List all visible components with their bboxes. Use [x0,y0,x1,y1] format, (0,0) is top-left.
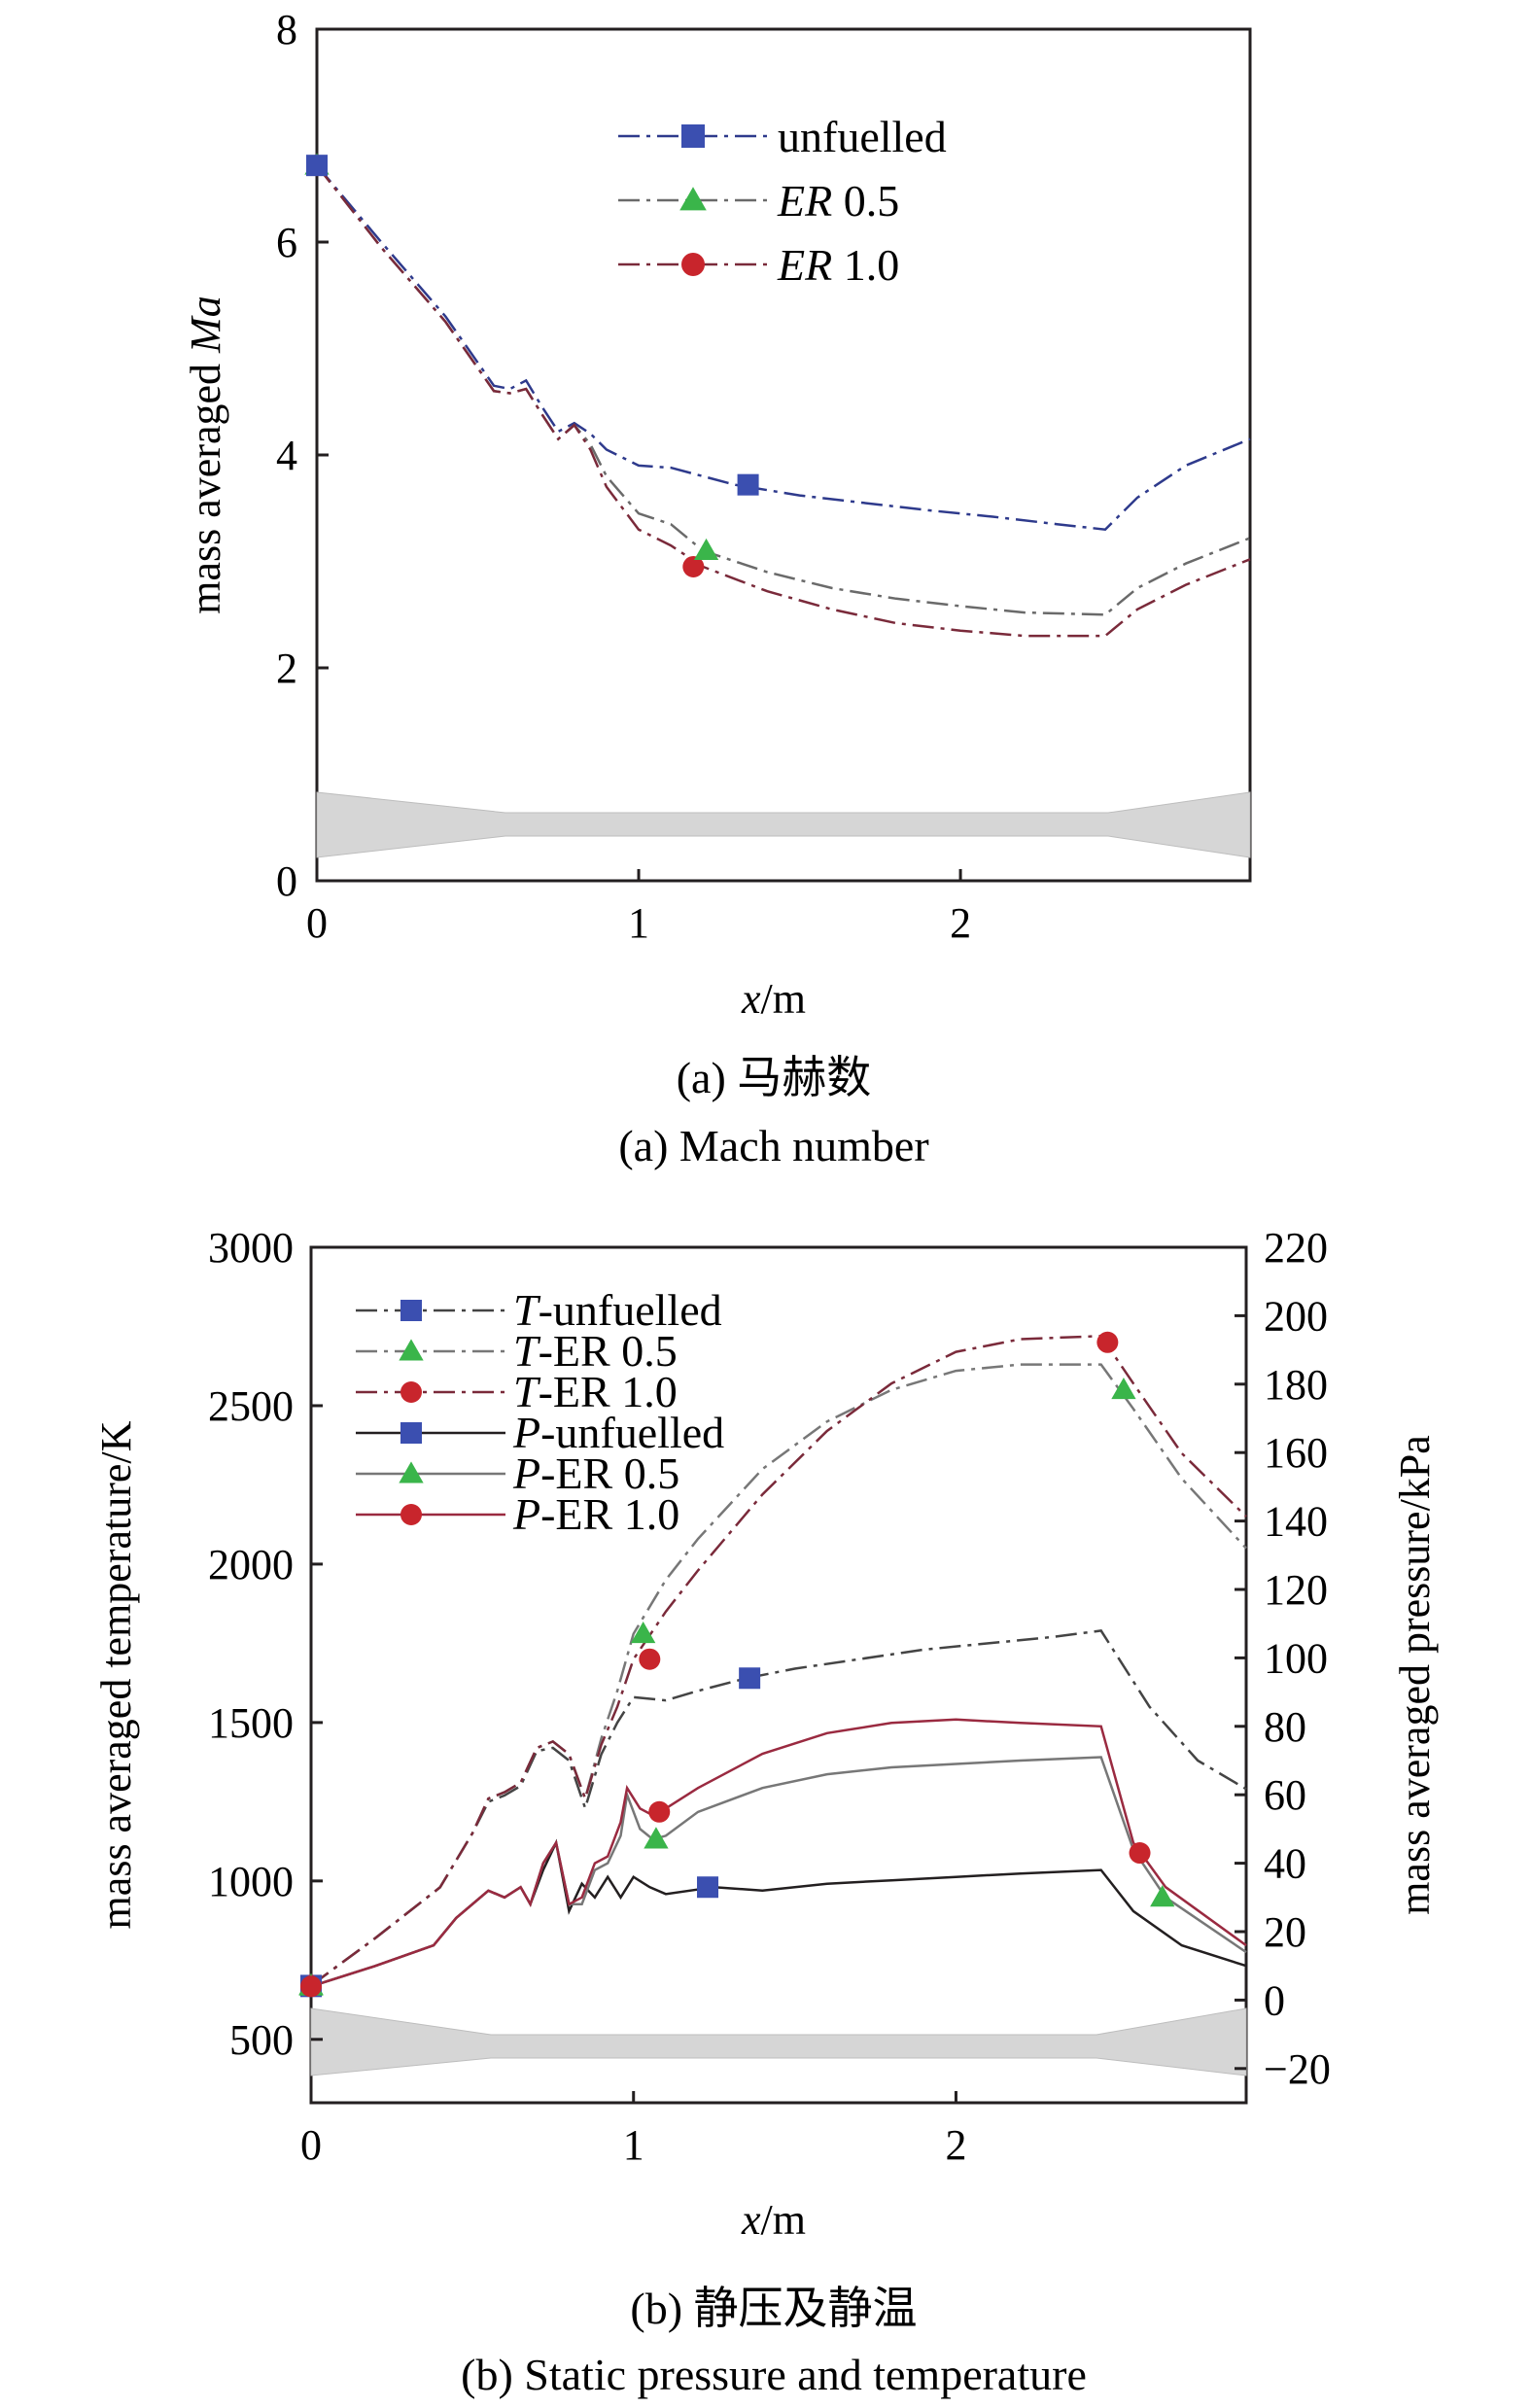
panel-b-x-tick-label: 1 [623,2121,644,2169]
panel-a-y-tick-label: 0 [276,857,297,905]
panel-b-right-y-tick-label: 40 [1264,1840,1306,1888]
legend-label-5: P-ER 1.0 [512,1489,679,1539]
panel-b-series-line-1 [310,1363,1247,1987]
panel-b-data-marker-5 [1129,1842,1151,1865]
panel-b-axes: 50010001500200025003000−2002040608010012… [208,1224,1331,2169]
legend-marker-2 [400,1381,422,1403]
panel-b-right-y-tick-label: −20 [1264,2045,1331,2093]
panel-b-right-y-tick-label: 60 [1264,1771,1306,1819]
panel-a-data-marker-2 [682,555,705,577]
panel-b-data-marker-1 [631,1621,656,1644]
panel-a-x-tick-label: 0 [306,899,328,947]
panel-b-x-axis-title: x/m [741,2196,806,2244]
panel-b-left-y-tick-label: 1500 [208,1699,294,1747]
panel-b-right-y-tick-label: 20 [1264,1908,1306,1956]
panel-b-data-marker-2 [639,1648,661,1670]
panel-b-data-marker-2 [1096,1331,1119,1353]
panel-b-caption-zh: (b) 静压及静温 [630,2284,917,2333]
panel-b-series-line-4 [310,1756,1247,1988]
panel-a-series-lines [316,164,1251,638]
panel-a-series-line-2 [316,164,1251,638]
panel-b-right-y-tick-label: 0 [1264,1976,1285,2024]
panel-b-series-line-0 [310,1629,1247,1987]
panel-b-y-right-axis-title: mass averaged pressure/kPa [1391,1435,1439,1915]
legend-label-2: ER 1.0 [777,240,899,290]
panel-a-y-tick-label: 6 [276,219,297,266]
panel-a-axes: 0 2 4 6 8 0 1 2 [276,6,971,947]
panel-a-data-marker-1 [693,538,719,561]
panel-b-data-marker-1 [1111,1378,1136,1400]
panel-b-left-y-tick-label: 1000 [208,1858,294,1905]
panel-b-series-line-5 [310,1718,1247,1988]
panel-b-series-markers [298,1331,1175,1998]
panel-b-y-left-axis-title: mass averaged temperature/K [92,1420,140,1929]
panel-a-series-line-1 [316,164,1251,616]
panel-b-duct-geometry [310,2007,1247,2076]
panel-b-right-y-tick-label: 100 [1264,1634,1328,1682]
panel-b-caption-en: (b) Static pressure and temperature [461,2350,1087,2399]
panel-b-data-marker-5 [648,1800,671,1823]
panel-a-x-axis-title: x/m [741,975,806,1023]
panel-b-x-tick-label: 0 [300,2121,322,2169]
panel-b-pressure-temperature-chart: 50010001500200025003000−2002040608010012… [92,1224,1439,2399]
panel-b-x-tick-label: 2 [945,2121,966,2169]
panel-b-series-lines [310,1335,1247,1988]
panel-a-y-axis-title: mass averaged Ma [182,296,229,613]
legend-label-4: P-ER 0.5 [512,1448,679,1498]
panel-b-series-line-2 [310,1335,1247,1987]
legend-marker-1 [399,1339,424,1361]
panel-a-series-markers [304,153,759,577]
panel-b-right-y-tick-label: 220 [1264,1224,1328,1272]
legend-marker-0 [681,124,705,148]
legend-marker-4 [399,1461,424,1483]
panel-a-x-tick-label: 1 [628,899,649,947]
panel-a-y-tick-label: 2 [276,645,297,692]
panel-b-data-marker-5 [300,1975,322,1998]
panel-b-right-y-tick-label: 80 [1264,1703,1306,1751]
panel-b-data-marker-0 [739,1667,761,1690]
legend-label-2: T-ER 1.0 [513,1367,678,1416]
legend-marker-3 [400,1422,422,1444]
panel-a-data-marker-0 [306,155,328,177]
legend-label-3: P-unfuelled [512,1408,724,1457]
panel-a-y-tick-label: 4 [276,432,297,479]
legend-label-1: ER 0.5 [777,176,899,226]
panel-a-caption-en: (a) Mach number [618,1121,928,1170]
panel-b-left-y-tick-label: 2000 [208,1541,294,1588]
panel-a-duct-geometry [316,791,1251,858]
panel-b-right-y-tick-label: 120 [1264,1566,1328,1614]
legend-label-1: T-ER 0.5 [513,1326,678,1376]
panel-b-data-marker-4 [1150,1885,1175,1907]
panel-b-left-y-tick-label: 3000 [208,1224,294,1272]
legend-label-0: T-unfuelled [513,1285,722,1335]
panel-a-legend: unfuelled ER 0.5 ER 1.0 [618,112,947,290]
panel-b-plot-frame [309,1245,1248,2105]
panel-b-right-y-tick-label: 180 [1264,1361,1328,1409]
panel-a-mach-number-chart: 0 2 4 6 8 0 1 2 unfuelled ER 0.5 ER 1.0 mass aver… [182,6,1252,1170]
panel-b-right-y-tick-label: 140 [1264,1498,1328,1546]
legend-marker-0 [400,1300,422,1321]
panel-a-data-marker-0 [737,473,759,496]
panel-b-data-marker-3 [697,1876,719,1899]
legend-marker-2 [681,253,705,276]
legend-label-0: unfuelled [778,112,947,161]
panel-a-y-tick-label: 8 [276,6,297,53]
panel-b-right-y-tick-label: 160 [1264,1429,1328,1477]
panel-b-left-y-tick-label: 2500 [208,1382,294,1430]
panel-b-left-y-tick-label: 500 [229,2016,294,2064]
panel-b-right-y-tick-label: 200 [1264,1292,1328,1340]
legend-marker-5 [400,1504,422,1525]
panel-a-series-line-0 [316,164,1251,532]
panel-b-data-marker-4 [644,1827,669,1849]
panel-a-caption-zh: (a) 马赫数 [677,1053,872,1102]
panel-b-series-line-3 [310,1838,1247,1988]
panel-a-x-tick-label: 2 [950,899,971,947]
legend-marker-1 [679,187,707,211]
